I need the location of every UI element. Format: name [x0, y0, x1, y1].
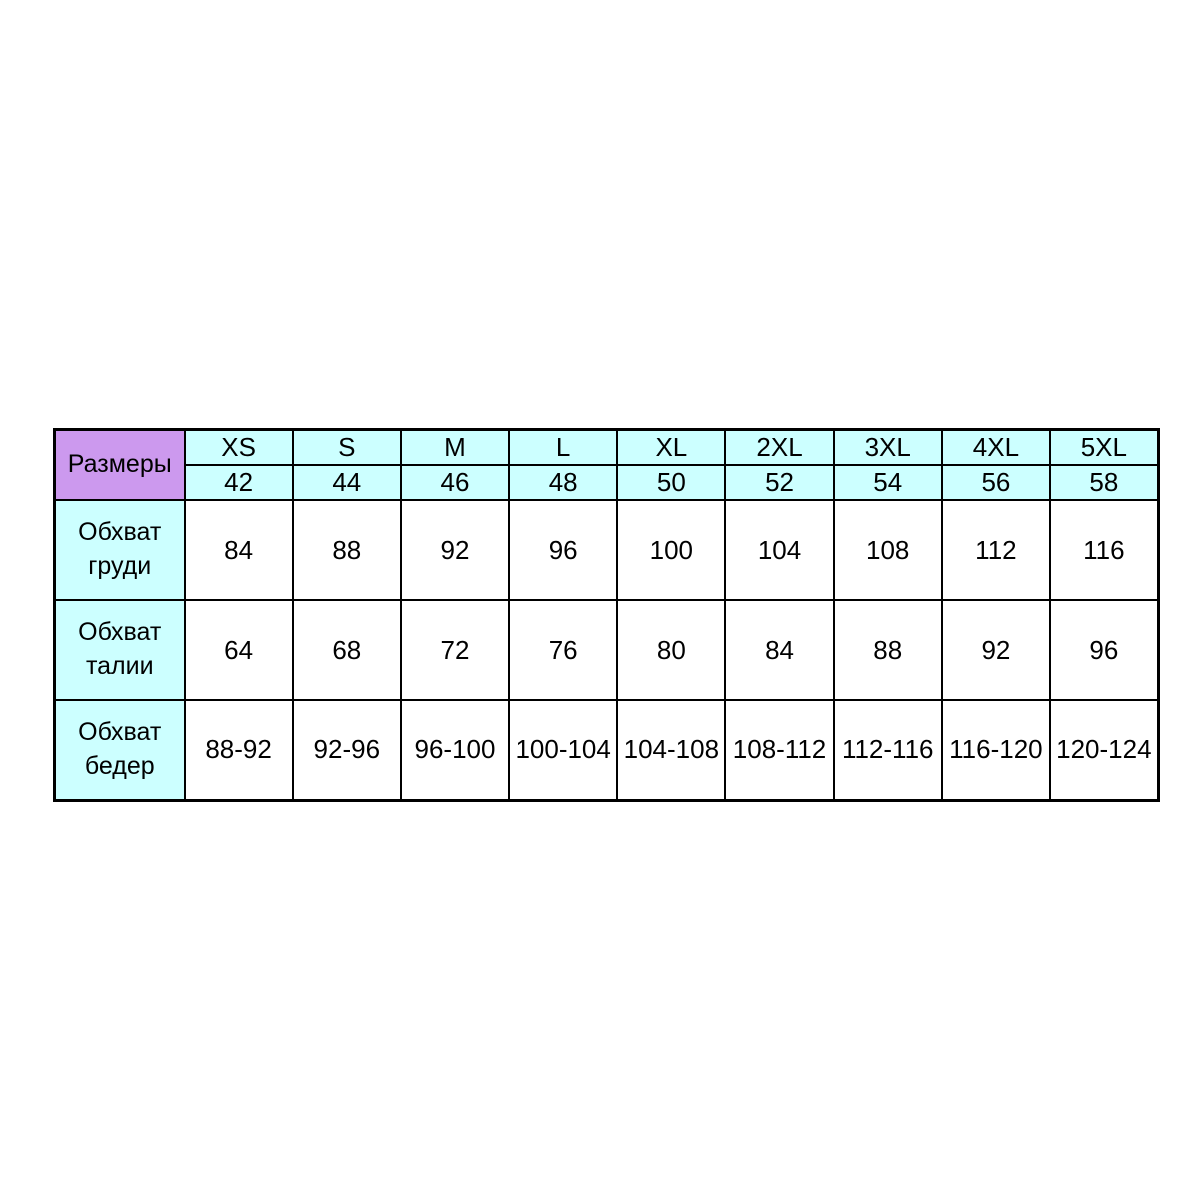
- measurement-value-cell: 96-100: [399, 699, 511, 801]
- size-number-header: 46: [399, 464, 511, 501]
- measurement-value-cell: 100-104: [508, 699, 619, 801]
- measurement-label-line1: Обхват: [78, 618, 162, 647]
- size-chart-table: Размеры XS S M L XL 2XL 3XL 4XL 5XL 42 44 46 48 50 52 54…: [53, 428, 1160, 802]
- measurement-label-line1: Обхват: [78, 518, 162, 547]
- measurement-value-cell: 84: [183, 499, 294, 601]
- measurement-label-line2: бедер: [84, 751, 155, 780]
- measurement-value-cell: 68: [291, 599, 402, 701]
- measurement-value-cell: 104-108: [616, 699, 727, 801]
- measurement-value-cell: 92: [399, 499, 511, 601]
- size-letter-header: M: [399, 428, 511, 466]
- measurement-value-cell: 76: [508, 599, 619, 701]
- header-row-letters: Размеры XS S M L XL 2XL 3XL 4XL 5XL: [53, 428, 1160, 501]
- size-letter-header: 4XL: [940, 428, 1052, 466]
- measurement-value-cell: 92-96: [291, 699, 402, 801]
- size-letter-header: L: [508, 428, 619, 466]
- size-letter-header: XS: [183, 428, 294, 466]
- measurement-value-cell: 64: [183, 599, 294, 701]
- table-row: Обхват бедер 88-92 92-96 96-100 100-104 104-10…: [53, 699, 1160, 801]
- measurement-value-cell: 72: [399, 599, 511, 701]
- size-number-header: 48: [508, 464, 619, 501]
- table-row: Обхват груди 84 88 92 96 100 104 108 112 116: [53, 499, 1160, 601]
- measurement-value-cell: 88-92: [183, 699, 294, 801]
- measurement-value-cell: 104: [724, 499, 835, 601]
- measurement-value-cell: 116-120: [940, 699, 1052, 801]
- size-chart-corner-label: Размеры: [53, 428, 186, 501]
- measurement-value-cell: 88: [291, 499, 402, 601]
- size-letter-header: S: [291, 428, 402, 466]
- table-row: Обхват талии 64 68 72 76 80 84 88 92 96: [53, 599, 1160, 701]
- size-letter-header: 5XL: [1048, 428, 1160, 466]
- measurement-value-cell: 120-124: [1048, 699, 1160, 801]
- size-number-header: 58: [1048, 464, 1160, 501]
- measurement-value-cell: 112: [940, 499, 1052, 601]
- measurement-row-label: Обхват талии: [53, 599, 186, 701]
- size-number-header: 50: [616, 464, 727, 501]
- size-number-header: 56: [940, 464, 1052, 501]
- measurement-value-cell: 116: [1048, 499, 1160, 601]
- measurement-value-cell: 92: [940, 599, 1052, 701]
- measurement-row-label: Обхват груди: [53, 499, 186, 601]
- measurement-label-line2: талии: [85, 652, 154, 680]
- measurement-value-cell: 100: [616, 499, 727, 601]
- measurement-value-cell: 108-112: [724, 699, 835, 801]
- header-row-numbers: 42 44 46 48 50 52 54 56 58: [55, 464, 1160, 501]
- size-chart-container: Размеры XS S M L XL 2XL 3XL 4XL 5XL 42 44 46 48 50 52 54…: [53, 428, 1160, 802]
- size-number-header: 52: [724, 464, 835, 501]
- size-letter-header: XL: [616, 428, 727, 466]
- measurement-value-cell: 80: [616, 599, 727, 701]
- size-letter-header: 2XL: [724, 428, 835, 466]
- measurement-value-cell: 96: [1048, 599, 1160, 701]
- measurement-row-label: Обхват бедер: [53, 699, 186, 801]
- measurement-value-cell: 96: [508, 499, 619, 601]
- size-number-header: 44: [291, 464, 402, 501]
- measurement-label-line2: груди: [88, 552, 152, 580]
- measurement-value-cell: 84: [724, 599, 835, 701]
- size-number-header: 54: [832, 464, 943, 501]
- measurement-label-line1: Обхват: [78, 718, 162, 746]
- measurement-value-cell: 108: [832, 499, 943, 601]
- size-number-header: 42: [183, 464, 294, 501]
- size-letter-header: 3XL: [832, 428, 943, 466]
- measurement-value-cell: 112-116: [832, 699, 943, 801]
- measurement-value-cell: 88: [832, 599, 943, 701]
